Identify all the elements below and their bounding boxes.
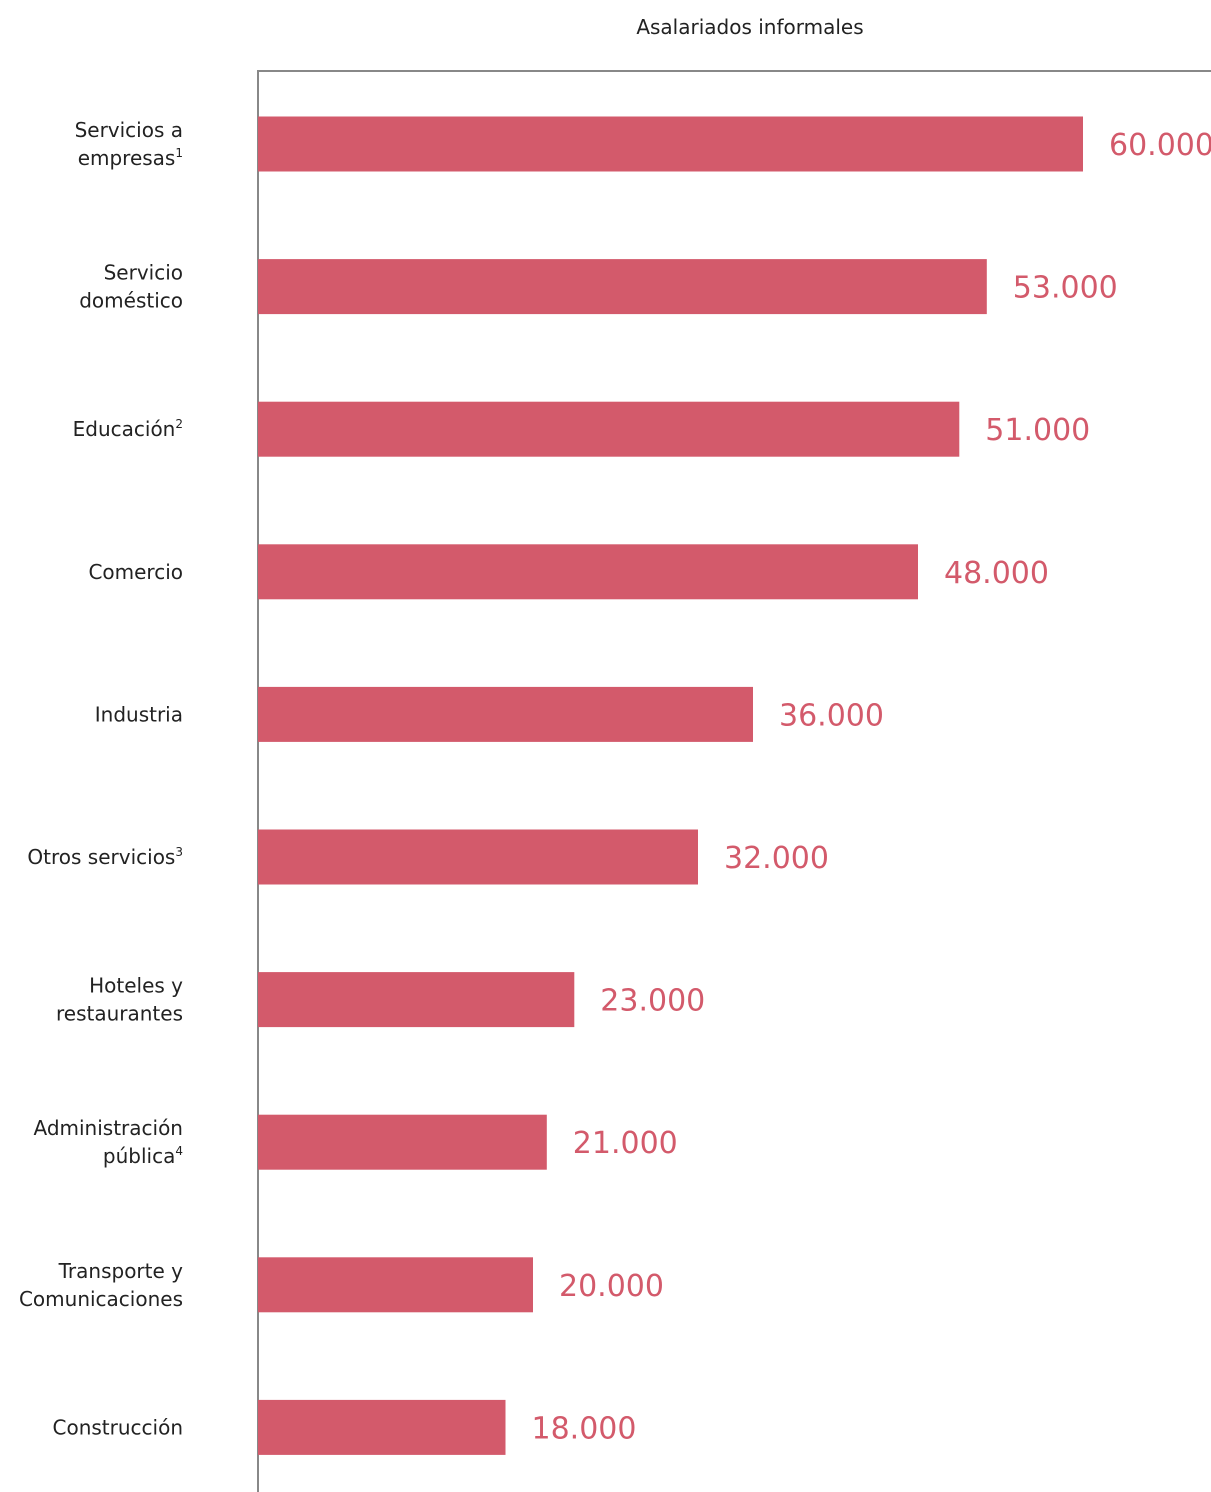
category-label: Transporte y Comunicaciones: [19, 1259, 183, 1311]
data-label: 48.000: [944, 556, 1049, 591]
data-label: 53.000: [1013, 271, 1118, 306]
data-label: 32.000: [724, 841, 829, 876]
bar: [258, 544, 918, 600]
category-label: Industria: [95, 702, 183, 726]
bar: [258, 1114, 547, 1170]
category-label: Hoteles y restaurantes: [56, 974, 183, 1026]
bars-group: 60.000 Servicios a empresas1 53.000 Servicio…: [19, 116, 1211, 1455]
bar: [258, 1257, 533, 1313]
bar: [258, 1399, 506, 1455]
bar: [258, 829, 698, 885]
bar: [258, 259, 987, 315]
data-label: 21.000: [573, 1126, 678, 1161]
category-label: Servicios a empresas1: [75, 118, 183, 170]
bar: [258, 401, 960, 457]
data-label: 51.000: [985, 413, 1090, 448]
chart-title: Asalariados informales: [636, 15, 863, 39]
category-label: Construcción: [53, 1415, 184, 1439]
data-label: 18.000: [532, 1411, 637, 1446]
data-label: 20.000: [559, 1269, 664, 1304]
category-label: Otros servicios3: [27, 845, 183, 869]
category-label: Comercio: [88, 560, 183, 584]
data-label: 36.000: [779, 698, 884, 733]
category-label: Servicio doméstico: [79, 261, 183, 313]
data-label: 60.000: [1109, 128, 1211, 163]
category-label: Educación2: [73, 417, 183, 441]
bar: [258, 972, 575, 1028]
bar: [258, 116, 1083, 172]
bar: [258, 686, 753, 742]
data-label: 23.000: [600, 984, 705, 1019]
category-label: Administración pública4: [33, 1116, 183, 1168]
